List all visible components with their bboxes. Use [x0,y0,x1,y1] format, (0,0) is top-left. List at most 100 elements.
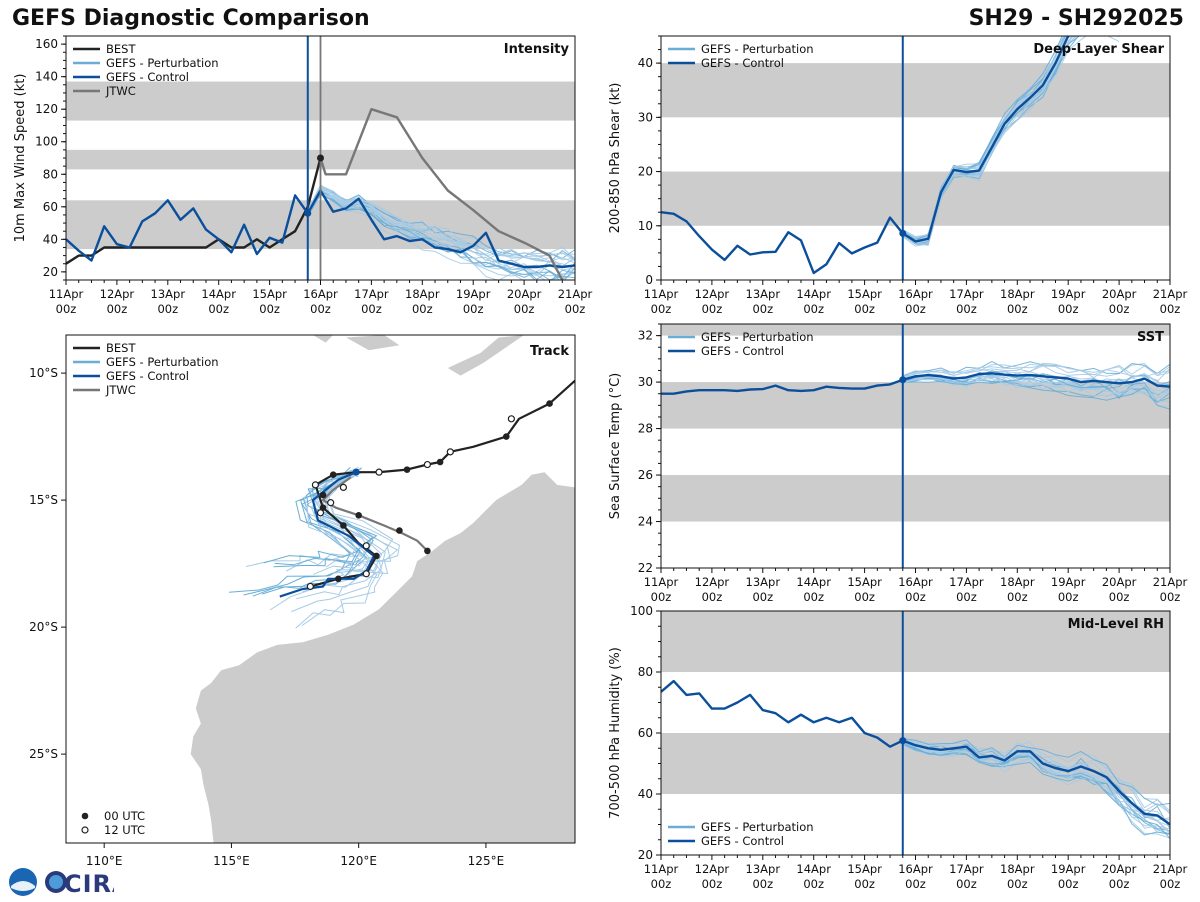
x-tick-label: 00z [702,590,723,604]
track-marker-00utc [329,471,337,479]
x-tick-label: 00z [956,590,977,604]
x-tick-label: 00z [752,590,773,604]
track-marker-00utc [436,458,444,466]
x-tick-label: 115°E [213,854,250,868]
legend-label: GEFS - Perturbation [701,42,814,56]
x-tick-label: 00z [905,302,926,316]
perturbation-line [902,363,1170,383]
perturbation-track [296,469,382,600]
panel-title: Deep-Layer Shear [1033,42,1164,57]
x-tick-label: 13Apr [746,287,781,301]
y-tick-label: 20 [638,848,653,862]
perturbation-line [307,190,575,277]
track-marker-00utc [424,547,431,555]
best-track [310,379,575,588]
y-tick-label: 30 [638,110,653,124]
y-tick-label: 15°S [29,493,58,507]
series-gefs-control [661,36,1071,275]
x-tick-label: 16Apr [898,575,933,589]
control-init-marker [899,737,907,745]
y-tick-label: 24 [638,515,653,529]
panel-title: Mid-Level RH [1068,617,1164,632]
x-tick-label: 00z [854,302,875,316]
track-marker-00utc [335,575,342,583]
control-init-marker [304,209,312,217]
panel-track: 110°E 115°E 120°E 125°E 10°S 15°S 20°S 25°S Trac… [29,334,576,868]
legend-label: GEFS - Perturbation [106,355,219,369]
island [346,335,400,351]
x-tick-label: 00z [702,877,723,891]
series-jtwc [319,107,564,280]
perturbation-line [902,738,1170,806]
x-tick-label: 21Apr [558,287,593,301]
legend-label: 12 UTC [104,823,145,837]
jtwc-track [321,476,429,552]
x-tick-label: 00z [651,302,672,316]
track-marker-12utc [362,542,370,550]
y-tick-label: 80 [638,665,653,679]
track-marker-00utc [355,512,362,519]
track-marker-00utc [319,491,327,499]
y-tick-label: 40 [638,787,653,801]
cira-logo: CIRA [4,866,131,898]
track-marker-12utc [327,499,335,507]
x-tick-label: 00z [1109,877,1130,891]
x-tick-label: 11Apr [644,575,679,589]
x-tick-label: 14Apr [201,287,236,301]
perturbation-line [902,741,1170,834]
perturbation-line [902,365,1170,380]
x-tick-label: 00z [1109,590,1130,604]
australia-land [190,472,575,843]
x-tick-label: 00z [1160,877,1181,891]
perturbation-line [902,380,1170,410]
x-tick-label: 00z [651,877,672,891]
x-tick-label: 16Apr [898,287,933,301]
best-marker [317,154,324,162]
x-tick-label: 12Apr [695,575,730,589]
x-tick-label: 00z [702,302,723,316]
x-tick-label: 13Apr [746,575,781,589]
x-tick-label: 120°E [340,854,377,868]
legend-label: JTWC [105,84,136,98]
x-tick-label: 00z [565,302,586,316]
x-tick-label: 00z [1058,302,1079,316]
x-tick-label: 00z [1160,302,1181,316]
legend-marker-12 [81,826,89,834]
track-marker-12utc [446,448,454,456]
page-title: GEFS Diagnostic Comparison [12,6,370,31]
x-tick-label: 00z [107,302,128,316]
x-tick-label: 18Apr [1000,862,1035,876]
track-marker-12utc [362,570,370,578]
x-tick-label: 21Apr [1153,575,1188,589]
legend-label: BEST [106,341,136,355]
panel-title: Intensity [504,42,570,57]
y-axis-label: 700-500 hPa Humidity (%) [608,647,623,819]
panel-deep-layer-shear: 01020304011Apr00z12Apr00z13Apr00z14Apr00… [608,35,1188,316]
x-tick-label: 00z [514,302,535,316]
x-tick-label: 00z [803,877,824,891]
legend-label: GEFS - Control [106,70,189,84]
x-tick-label: 00z [1007,302,1028,316]
perturbation-line [902,362,1170,377]
x-tick-label: 12Apr [100,287,135,301]
x-tick-label: 15Apr [847,862,882,876]
y-axis-label: 10m Max Wind Speed (kt) [13,74,28,243]
x-tick-label: 00z [956,302,977,316]
legend-marker-00 [81,812,89,820]
y-tick-label: 22 [638,561,653,575]
y-tick-label: 160 [35,37,58,51]
x-tick-label: 125°E [468,854,505,868]
perturbation-line [902,361,1170,377]
x-tick-label: 00z [752,877,773,891]
band-2 [661,324,1170,336]
x-tick-label: 00z [259,302,280,316]
x-tick-label: 19Apr [1051,575,1086,589]
track-marker-00utc [340,522,347,529]
control-init-marker [899,229,907,237]
track-marker-12utc [306,582,314,591]
legend-label: GEFS - Control [701,344,784,358]
y-tick-label: 0 [645,273,653,287]
x-tick-label: 00z [1058,877,1079,891]
x-tick-label: 11Apr [644,862,679,876]
